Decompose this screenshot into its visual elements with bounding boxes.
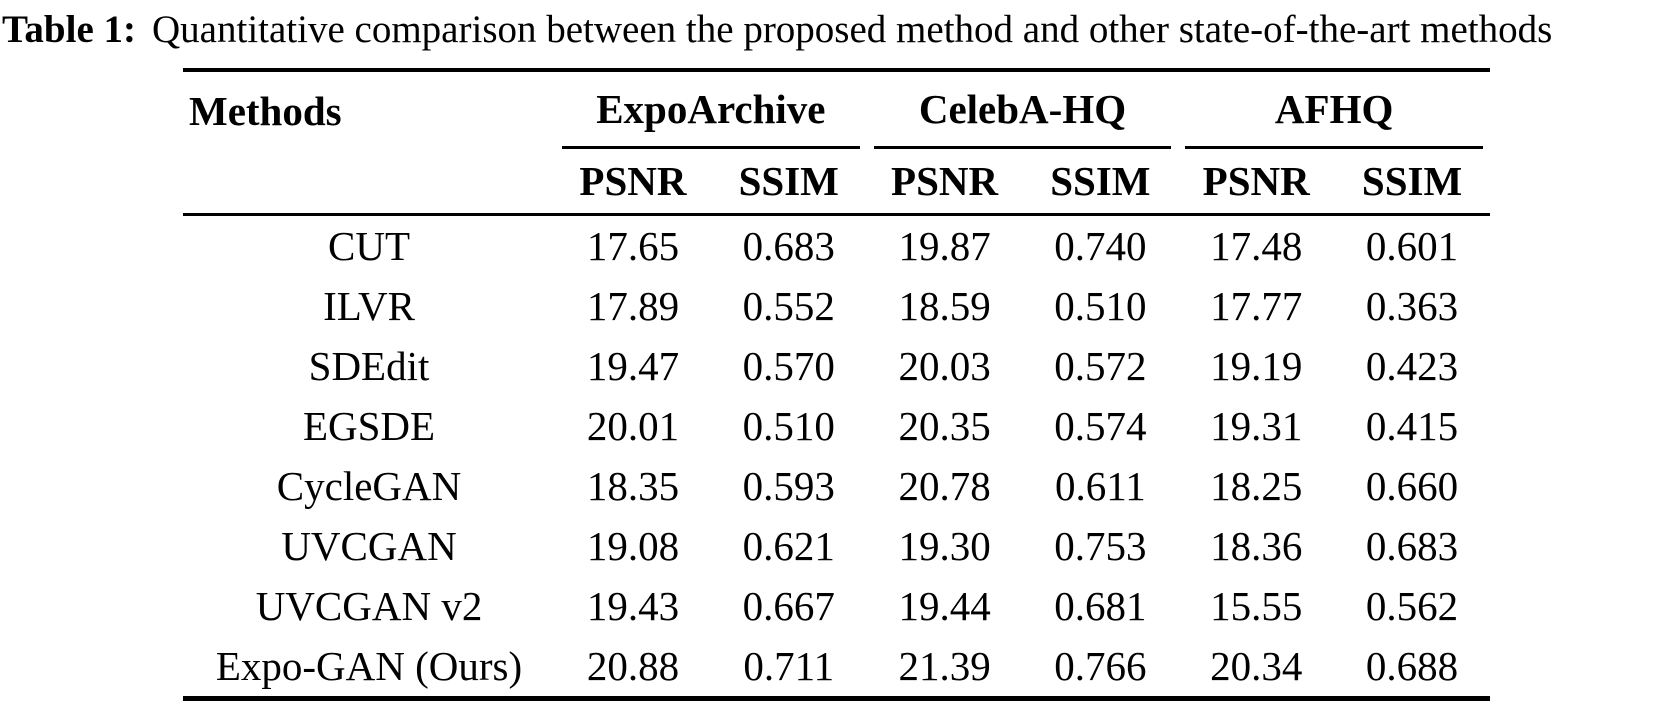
- table-caption-label: Table 1:: [2, 8, 137, 51]
- value-cell: 18.25: [1210, 463, 1303, 509]
- value-cell: 0.510: [742, 403, 835, 449]
- metric-header-ssim: SSIM: [1022, 149, 1179, 216]
- value-cell: 0.766: [1054, 643, 1147, 689]
- value-cell: 0.593: [742, 463, 835, 509]
- metric-header-psnr: PSNR: [1178, 149, 1335, 216]
- cmidrule-celeba-hq: CelebA-HQ: [873, 72, 1172, 149]
- value-cell: 18.36: [1210, 523, 1303, 569]
- value-cell: 19.43: [586, 583, 680, 629]
- method-cell: ILVR: [323, 283, 415, 329]
- value-cell: 19.44: [898, 583, 991, 629]
- table-caption-text: Quantitative comparison between the prop…: [152, 8, 1553, 51]
- table-row: ILVR 17.89 0.552 18.59 0.510 17.77 0.363: [183, 276, 1490, 336]
- value-cell: 21.39: [898, 643, 991, 689]
- table-row: UVCGAN 19.08 0.621 19.30 0.753 18.36 0.6…: [183, 516, 1490, 576]
- value-cell: 0.570: [742, 343, 835, 389]
- value-cell: 17.48: [1210, 223, 1303, 269]
- value-cell: 20.88: [586, 643, 680, 689]
- value-cell: 19.47: [586, 343, 680, 389]
- table-caption: Table 1: Quantitative comparison between …: [0, 0, 1666, 53]
- table-row: CUT 17.65 0.683 19.87 0.740 17.48 0.601: [183, 215, 1490, 277]
- method-cell: CycleGAN: [276, 463, 462, 509]
- value-cell: 0.552: [742, 283, 835, 329]
- group-header-afhq: AFHQ: [1178, 70, 1490, 149]
- value-cell: 19.08: [586, 523, 680, 569]
- value-cell: 0.621: [742, 523, 835, 569]
- value-cell: 0.683: [742, 223, 835, 269]
- cmidrule-expoarchive: ExpoArchive: [562, 72, 860, 149]
- method-cell: EGSDE: [302, 403, 436, 449]
- method-cell: SDEdit: [308, 343, 430, 389]
- metric-header-row: PSNR SSIM PSNR SSIM PSNR SSIM: [183, 149, 1490, 216]
- value-cell: 19.30: [898, 523, 991, 569]
- value-cell: 20.34: [1210, 643, 1303, 689]
- group-header-afhq-label: AFHQ: [1274, 86, 1394, 132]
- value-cell: 0.667: [742, 583, 835, 629]
- value-cell: 0.753: [1054, 523, 1147, 569]
- group-header-celeba-hq: CelebA-HQ: [867, 70, 1179, 149]
- value-cell: 0.681: [1054, 583, 1147, 629]
- value-cell: 0.415: [1365, 403, 1459, 449]
- method-cell: UVCGAN v2: [255, 583, 483, 629]
- value-cell: 0.562: [1365, 583, 1459, 629]
- metric-header-spacer: [183, 149, 556, 216]
- value-cell: 0.572: [1054, 343, 1147, 389]
- table-row: UVCGAN v2 19.43 0.667 19.44 0.681 15.55 …: [183, 576, 1490, 636]
- value-cell: 0.574: [1054, 403, 1147, 449]
- group-header-expoarchive-label: ExpoArchive: [596, 86, 826, 132]
- value-cell: 20.03: [898, 343, 991, 389]
- value-cell: 18.35: [586, 463, 680, 509]
- value-cell: 17.65: [586, 223, 680, 269]
- table-row: CycleGAN 18.35 0.593 20.78 0.611 18.25 0…: [183, 456, 1490, 516]
- method-cell: Expo-GAN (Ours): [215, 643, 523, 689]
- value-cell: 19.31: [1210, 403, 1303, 449]
- value-cell: 0.601: [1365, 223, 1459, 269]
- value-cell: 0.711: [743, 643, 835, 689]
- value-cell: 17.77: [1210, 283, 1303, 329]
- value-cell: 17.89: [586, 283, 680, 329]
- value-cell: 0.688: [1365, 643, 1459, 689]
- value-cell: 19.87: [898, 223, 991, 269]
- table-row: Expo-GAN (Ours) 20.88 0.711 21.39 0.766 …: [183, 636, 1490, 699]
- results-table: Methods ExpoArchive CelebA-HQ AFHQ: [183, 68, 1490, 701]
- value-cell: 20.35: [898, 403, 991, 449]
- table-row: SDEdit 19.47 0.570 20.03 0.572 19.19 0.4…: [183, 336, 1490, 396]
- metric-header-ssim: SSIM: [710, 149, 867, 216]
- group-header-expoarchive: ExpoArchive: [555, 70, 867, 149]
- group-header-row: Methods ExpoArchive CelebA-HQ AFHQ: [183, 70, 1490, 149]
- value-cell: 15.55: [1210, 583, 1303, 629]
- value-cell: 0.611: [1055, 463, 1146, 509]
- cmidrule-afhq: AFHQ: [1185, 72, 1483, 149]
- group-header-celeba-hq-label: CelebA-HQ: [918, 86, 1127, 132]
- metric-header-ssim: SSIM: [1334, 149, 1490, 216]
- value-cell: 0.510: [1054, 283, 1147, 329]
- method-cell: CUT: [328, 223, 411, 269]
- column-header-methods: Methods: [189, 87, 342, 134]
- value-cell: 0.363: [1365, 283, 1459, 329]
- value-cell: 18.59: [898, 283, 991, 329]
- value-cell: 19.19: [1210, 343, 1303, 389]
- metric-header-psnr: PSNR: [555, 149, 711, 216]
- value-cell: 0.660: [1365, 463, 1459, 509]
- value-cell: 0.740: [1054, 223, 1147, 269]
- method-cell: UVCGAN: [281, 523, 457, 569]
- table-row: EGSDE 20.01 0.510 20.35 0.574 19.31 0.41…: [183, 396, 1490, 456]
- metric-header-psnr: PSNR: [866, 149, 1023, 216]
- value-cell: 0.423: [1365, 343, 1459, 389]
- value-cell: 20.01: [586, 403, 680, 449]
- value-cell: 20.78: [898, 463, 991, 509]
- value-cell: 0.683: [1365, 523, 1459, 569]
